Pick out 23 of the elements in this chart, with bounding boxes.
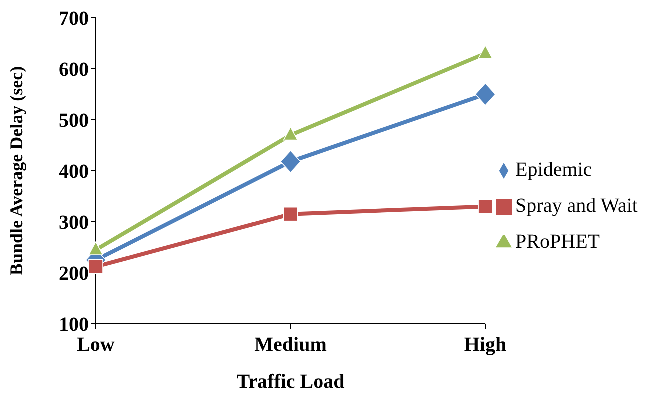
point: [475, 83, 496, 106]
point: [478, 199, 493, 214]
point: [88, 242, 104, 256]
point: [88, 259, 104, 274]
y-axis-title: Bundle Average Delay (sec): [6, 66, 26, 276]
x-tick-label: Medium: [254, 334, 328, 356]
point: [478, 45, 493, 60]
point: [280, 150, 302, 174]
legend-label: Epidemic: [516, 159, 592, 181]
point: [283, 126, 298, 141]
y-tick-label: 600: [59, 59, 89, 82]
y-tick-label: 700: [59, 8, 89, 30]
y-tick-label: 200: [59, 263, 89, 286]
x-tick-label: Low: [77, 334, 116, 356]
y-tick-label: 300: [59, 212, 89, 234]
x-tick-label: High: [464, 334, 507, 356]
y-tick-label: 100: [59, 314, 89, 336]
y-tick-label: 400: [59, 161, 89, 184]
point: [283, 206, 298, 222]
legend-label: PRoPHET: [516, 231, 600, 253]
y-tick-label: 500: [59, 110, 89, 132]
x-axis-title: Traffic Load: [236, 371, 345, 393]
legend-label: Spray and Wait: [516, 195, 638, 217]
